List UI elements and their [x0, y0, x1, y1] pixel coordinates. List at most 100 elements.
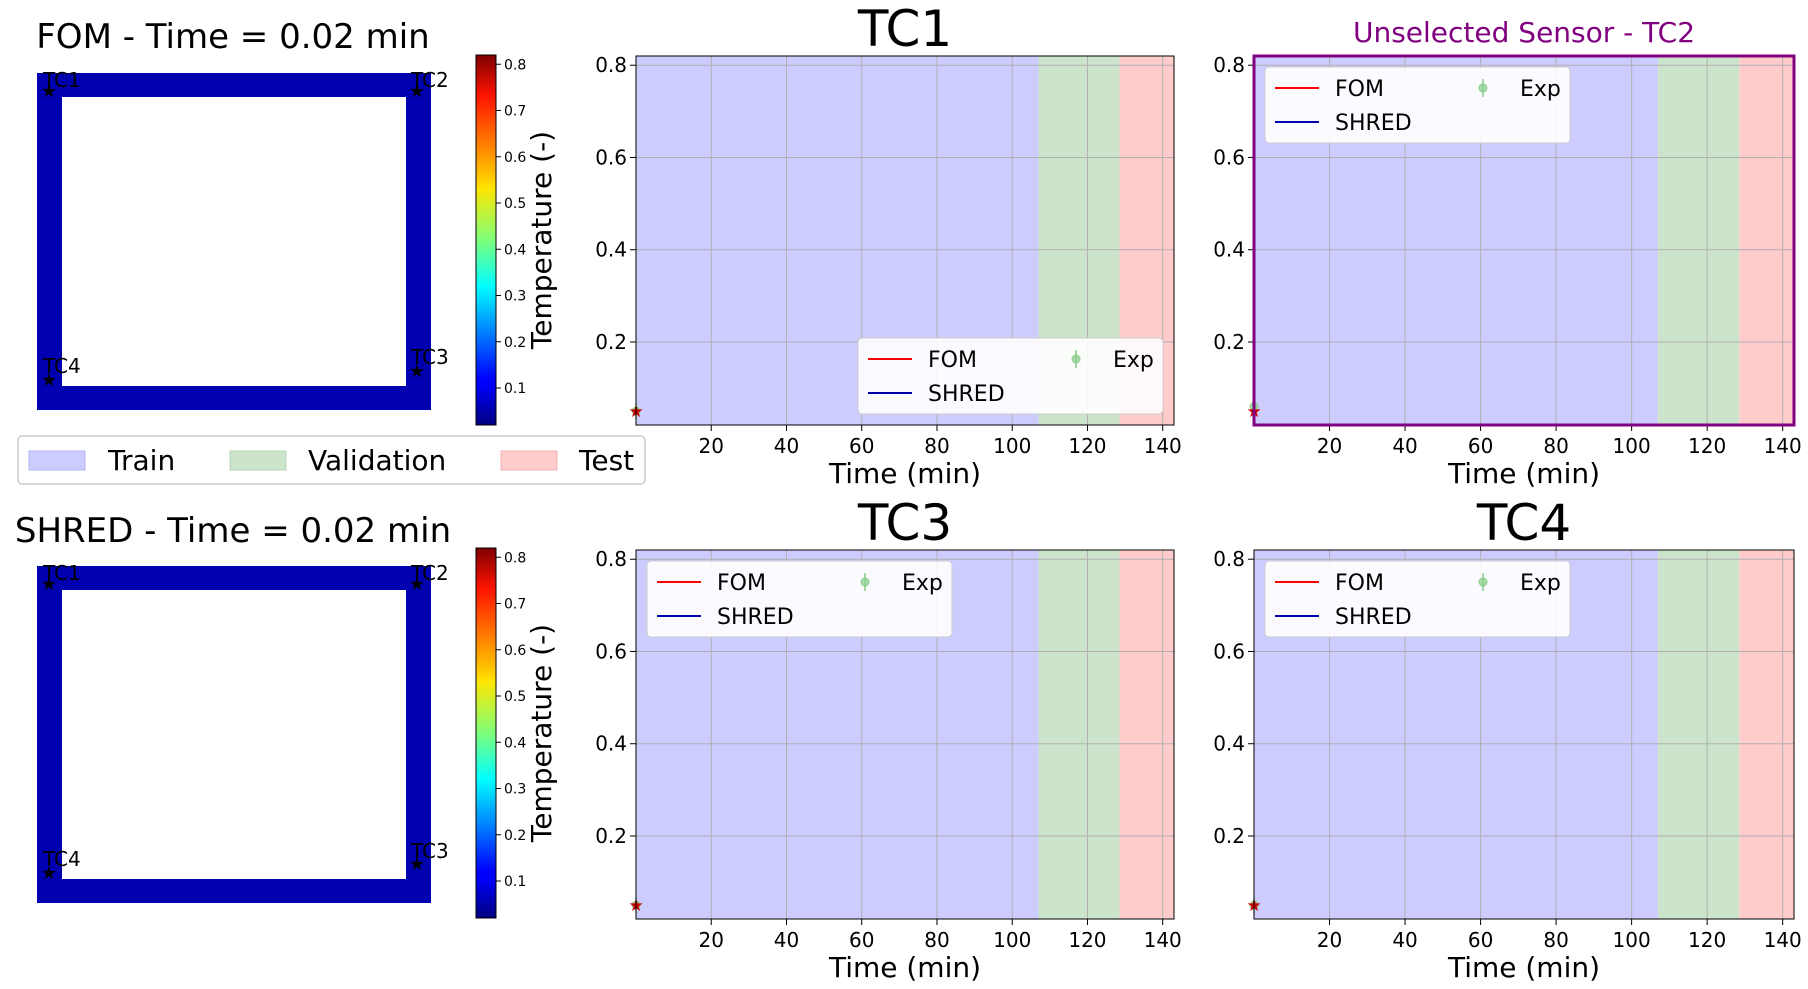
sensor-label: TC2: [410, 561, 449, 585]
chart-tc4: TC4 20 40 60 80 100 120 140 0.2 0.4 0.6 0.8 Time (mi…: [1213, 494, 1802, 984]
y-tick-label: 0.4: [1213, 238, 1245, 262]
sensor-label: TC3: [410, 839, 449, 863]
x-tick-label: 80: [1543, 434, 1568, 458]
legend-label-shred: SHRED: [928, 382, 1005, 407]
domain-wall-right: [406, 73, 431, 410]
legend-label-train: Train: [107, 444, 175, 477]
colorbar-tick-label: 0.1: [504, 381, 526, 397]
colorbar-tick-label: 0.3: [504, 782, 526, 798]
region-validation: [1038, 550, 1120, 919]
domain-wall-top: [37, 73, 431, 97]
sensor-tc2: ★ TC2: [409, 68, 449, 102]
x-tick-label: 60: [1468, 928, 1493, 952]
legend-frame: [857, 337, 1164, 415]
legend-frame: [1264, 66, 1571, 144]
legend-label-fom: FOM: [928, 348, 977, 373]
legend-label-exp: Exp: [1113, 348, 1154, 373]
field-title: FOM - Time = 0.02 min: [36, 17, 429, 57]
region-test: [1739, 56, 1794, 425]
legend-label-test: Test: [578, 444, 634, 477]
x-axis-label: Time (min): [1447, 951, 1600, 984]
y-tick-label: 0.2: [595, 330, 627, 354]
domain-wall-left: [37, 73, 62, 410]
region-validation: [1658, 56, 1740, 425]
x-tick-label: 100: [993, 928, 1031, 952]
x-tick-label: 20: [1317, 928, 1342, 952]
chart-title: TC3: [857, 494, 952, 552]
colorbar-ticks: 0.1 0.2 0.3 0.4 0.5 0.6 0.7 0.8: [496, 57, 526, 397]
sensor-star-icon: ★: [41, 574, 57, 595]
sensor-tc1: ★ TC1: [41, 561, 81, 595]
sensor-label: TC4: [42, 354, 81, 378]
legend-marker-exp: [1071, 354, 1081, 364]
colorbar-tick-label: 0.6: [504, 150, 526, 166]
legend-label-exp: Exp: [1520, 571, 1561, 596]
y-tick-label: 0.2: [595, 824, 627, 848]
x-tick-label: 120: [1068, 434, 1106, 458]
y-tick-label: 0.6: [1213, 639, 1245, 663]
y-tick-label: 0.2: [1213, 330, 1245, 354]
x-tick-label: 20: [1317, 434, 1342, 458]
colorbar-tick-label: 0.2: [504, 335, 526, 351]
region-validation: [1658, 550, 1740, 919]
y-tick-label: 0.6: [595, 639, 627, 663]
x-tick-label: 140: [1144, 434, 1182, 458]
x-tick-label: 120: [1068, 928, 1106, 952]
series-legend: FOM SHRED Exp: [646, 560, 953, 638]
y-tick-label: 0.4: [595, 238, 627, 262]
chart-title: TC1: [857, 0, 952, 58]
series-legend: FOM SHRED Exp: [1264, 560, 1571, 638]
x-tick-label: 40: [1392, 434, 1417, 458]
x-tick-label: 100: [1613, 928, 1651, 952]
chart-title: TC4: [1476, 494, 1571, 552]
sensor-label: TC3: [410, 345, 449, 369]
x-tick-label: 40: [774, 928, 799, 952]
x-tick-label: 100: [1613, 434, 1651, 458]
colorbar-tick-label: 0.7: [504, 597, 526, 613]
y-tick-label: 0.8: [1213, 53, 1245, 77]
domain-wall-left: [37, 566, 62, 903]
sensor-star-icon: ★: [41, 81, 57, 102]
y-tick-label: 0.6: [1213, 145, 1245, 169]
x-tick-label: 80: [924, 434, 949, 458]
x-tick-label: 60: [1468, 434, 1493, 458]
x-tick-label: 20: [699, 434, 724, 458]
legend-label-shred: SHRED: [1335, 605, 1412, 630]
legend-label-fom: FOM: [1335, 77, 1384, 102]
sensor-star-icon: ★: [409, 854, 425, 875]
sensor-star-icon: ★: [41, 370, 57, 391]
y-tick-label: 0.4: [1213, 732, 1245, 756]
colorbar-label: Temperature (-): [525, 131, 558, 350]
legend-marker-exp: [1478, 83, 1488, 93]
sensor-label: TC4: [42, 847, 81, 871]
x-axis-label: Time (min): [828, 457, 981, 490]
field-title: SHRED - Time = 0.02 min: [15, 511, 451, 551]
x-tick-label: 140: [1144, 928, 1182, 952]
legend-label-exp: Exp: [902, 571, 943, 596]
legend-swatch-train: [28, 450, 86, 471]
colorbar-tick-label: 0.2: [504, 828, 526, 844]
colorbar-tick-label: 0.5: [504, 689, 526, 705]
legend-swatch-validation: [229, 450, 287, 471]
x-tick-label: 140: [1764, 434, 1802, 458]
colorbar-tick-label: 0.7: [504, 104, 526, 120]
legend-marker-exp: [860, 577, 870, 587]
sensor-tc3: ★ TC3: [409, 345, 449, 382]
colorbar: 0.1 0.2 0.3 0.4 0.5 0.6 0.7 0.8 Temperature (-): [475, 547, 558, 919]
sensor-label: TC2: [410, 68, 449, 92]
axes-frame: [1253, 549, 1795, 920]
colorbar-tick-label: 0.8: [504, 550, 526, 566]
colorbar-label: Temperature (-): [525, 624, 558, 843]
colorbar-tick-label: 0.5: [504, 196, 526, 212]
y-tick-label: 0.2: [1213, 824, 1245, 848]
colorbar-tick-label: 0.8: [504, 57, 526, 73]
legend-label-exp: Exp: [1520, 77, 1561, 102]
sensor-star-icon: ★: [409, 81, 425, 102]
field-panel-fom: FOM - Time = 0.02 min ★ TC1 ★ TC2 ★ TC3 …: [36, 17, 558, 426]
x-tick-label: 100: [993, 434, 1031, 458]
sensor-tc1: ★ TC1: [41, 68, 81, 102]
axes-frame: [635, 549, 1175, 920]
series-legend: FOM SHRED Exp: [857, 337, 1164, 415]
x-axis-label: Time (min): [1447, 457, 1600, 490]
